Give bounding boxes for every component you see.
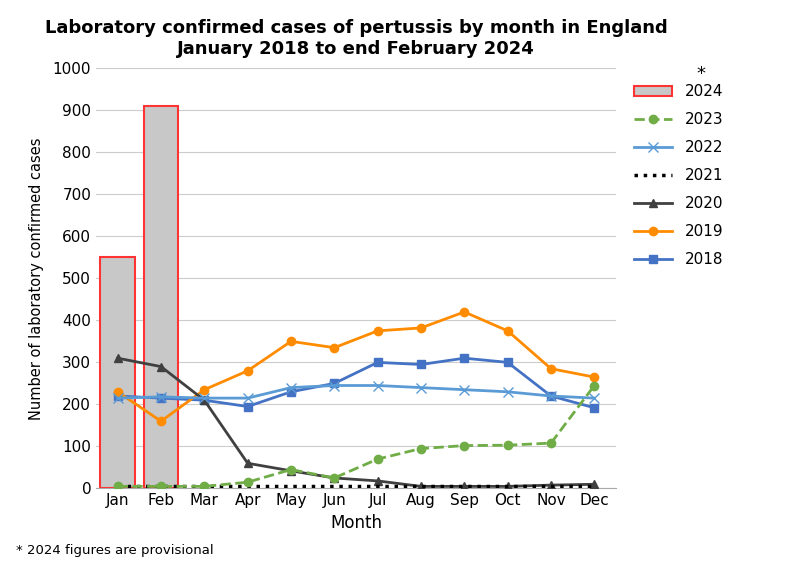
- Legend: 2024, 2023, 2022, 2021, 2020, 2019, 2018: 2024, 2023, 2022, 2021, 2020, 2019, 2018: [634, 84, 723, 267]
- Text: *: *: [697, 65, 706, 83]
- Text: * 2024 figures are provisional: * 2024 figures are provisional: [16, 544, 214, 557]
- X-axis label: Month: Month: [330, 514, 382, 532]
- Y-axis label: Number of laboratory confirmed cases: Number of laboratory confirmed cases: [30, 137, 44, 420]
- Bar: [100, 257, 135, 488]
- Bar: [144, 106, 178, 488]
- Title: Laboratory confirmed cases of pertussis by month in England
January 2018 to end : Laboratory confirmed cases of pertussis …: [45, 19, 667, 59]
